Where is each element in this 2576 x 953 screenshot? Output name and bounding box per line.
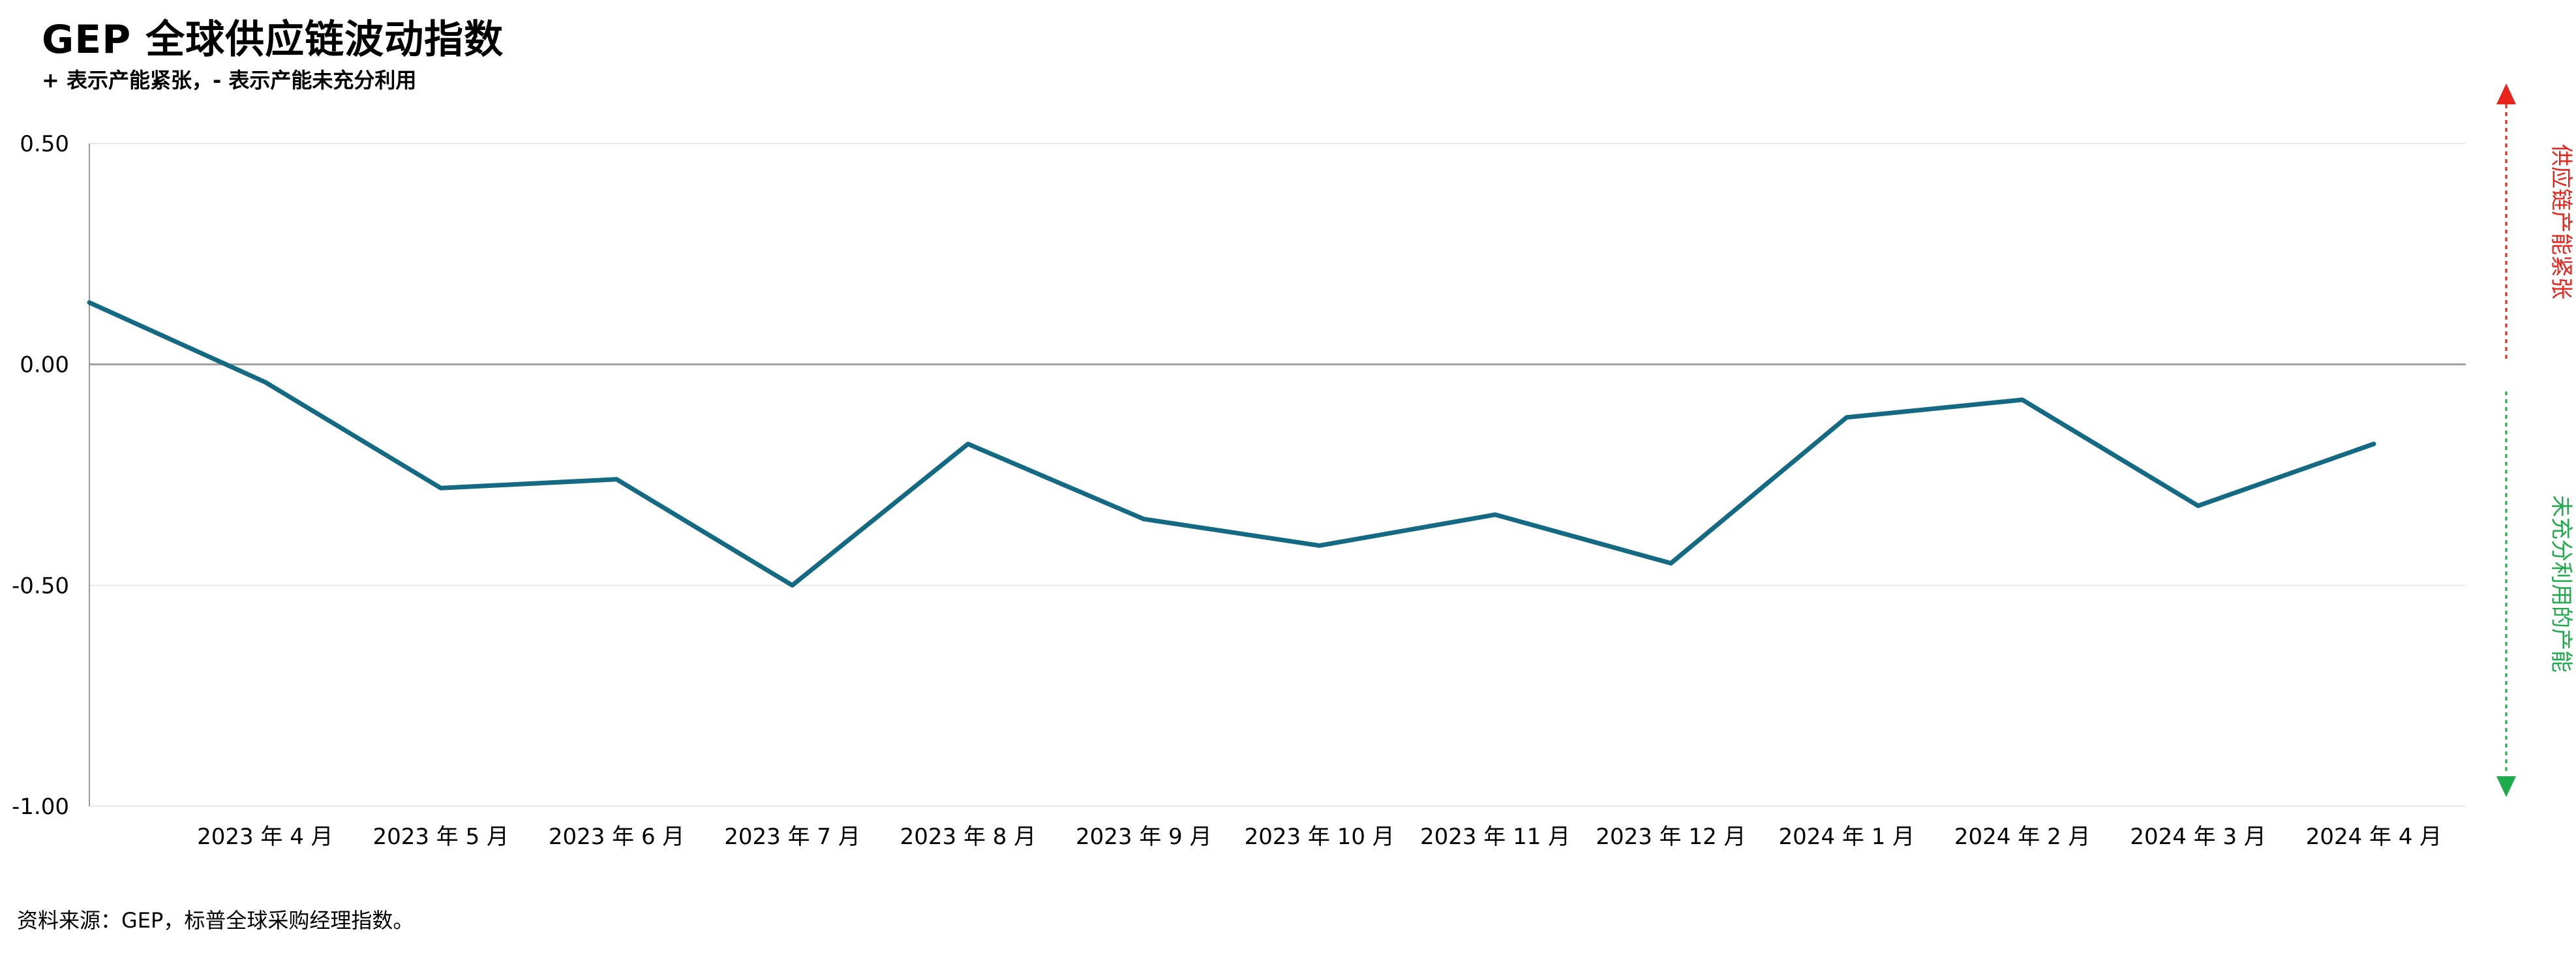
x-tick-label: 2023 年 5 月 — [372, 824, 509, 850]
down-arrow-icon — [2496, 776, 2516, 797]
x-tick-label: 2023 年 9 月 — [1076, 824, 1212, 850]
gridlines — [89, 143, 2466, 807]
chart-title: GEP 全球供应链波动指数 — [42, 17, 504, 63]
x-tick-label: 2023 年 10 月 — [1245, 824, 1395, 850]
x-tick-label: 2024 年 2 月 — [1954, 824, 2091, 850]
side-label-down: 未充分利用的产能 — [2548, 495, 2574, 673]
chart-subtitle: + 表示产能紧张，- 表示产能未充分利用 — [42, 68, 417, 93]
x-tick-label: 2024 年 1 月 — [1779, 824, 1915, 850]
x-tick-label: 2023 年 8 月 — [900, 824, 1037, 850]
x-tick-label: 2023 年 7 月 — [724, 824, 860, 850]
x-tick-label: 2023 年 4 月 — [197, 824, 333, 850]
side-label-up: 供应链产能紧张 — [2548, 144, 2574, 299]
y-tick-label: 0.50 — [20, 131, 69, 157]
y-tick-label: -0.50 — [12, 573, 69, 599]
series-line — [87, 300, 2376, 588]
x-tick-label: 2024 年 4 月 — [2306, 824, 2442, 850]
y-tick-label: -1.00 — [12, 794, 69, 820]
source-note: 资料来源：GEP，标普全球采购经理指数。 — [17, 908, 414, 933]
x-tick-label: 2024 年 3 月 — [2130, 824, 2266, 850]
x-tick-label: 2023 年 11 月 — [1420, 824, 1570, 850]
x-tick-label: 2023 年 6 月 — [549, 824, 685, 850]
tick-labels: 0.50 0.00 -0.50 -1.00 2023 年 4 月 2023 年 5 月 20… — [12, 131, 2442, 850]
y-tick-label: 0.00 — [20, 352, 69, 378]
x-tick-label: 2023 年 12 月 — [1596, 824, 1746, 850]
series-lines — [87, 300, 2376, 588]
up-arrow-icon — [2496, 83, 2516, 104]
